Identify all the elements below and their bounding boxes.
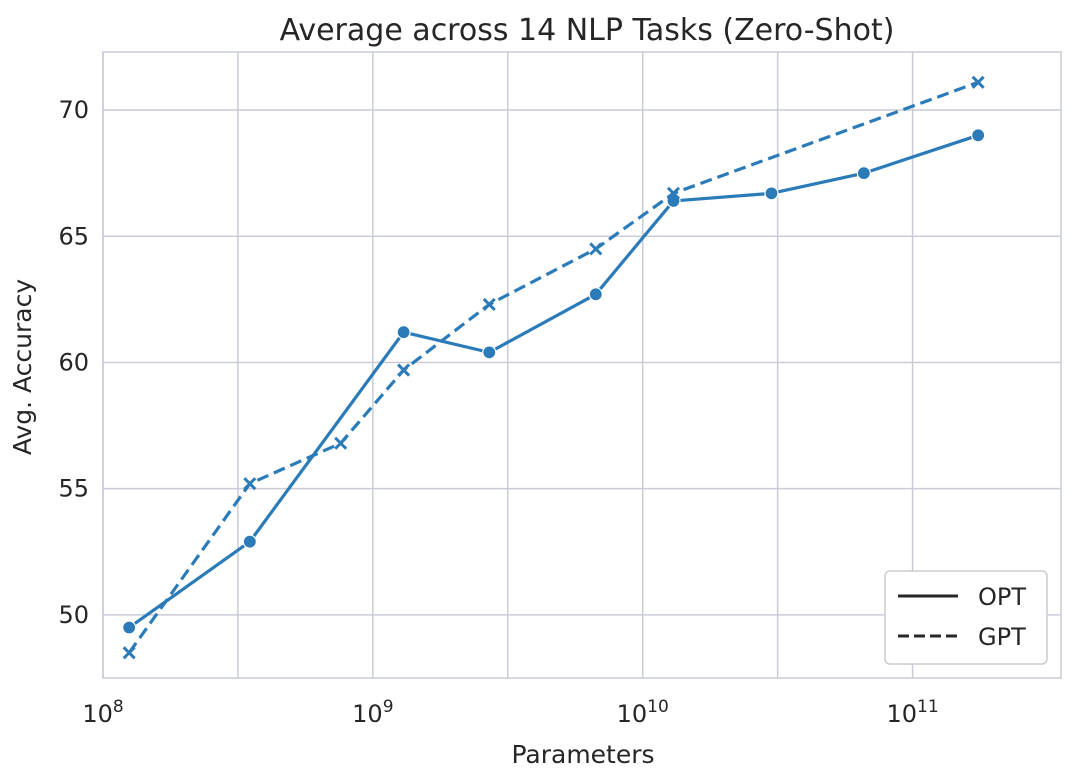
- y-axis-label: Avg. Accuracy: [8, 279, 37, 456]
- y-tick-label: 50: [58, 601, 89, 629]
- data-point-opt: [122, 620, 137, 635]
- y-tick-label: 70: [58, 96, 89, 124]
- x-tick-label: 1011: [886, 697, 938, 728]
- x-tick-label: 108: [82, 697, 123, 728]
- x-tick-label: 109: [352, 697, 393, 728]
- y-tick-label: 55: [58, 475, 89, 503]
- data-point-opt: [588, 287, 603, 302]
- legend-label-gpt: GPT: [978, 623, 1026, 651]
- x-tick-label: 1010: [617, 697, 669, 728]
- legend-box: [884, 570, 1048, 665]
- data-point-gpt: [482, 297, 496, 311]
- data-point-opt: [764, 186, 779, 201]
- legend: OPT GPT: [884, 570, 1048, 665]
- tick-labels: 50 55 60 65 70 108 109 1010 1011: [58, 96, 938, 728]
- data-point-opt: [242, 534, 257, 549]
- series: [122, 75, 986, 660]
- data-point-gpt: [971, 75, 985, 89]
- data-point-gpt: [589, 242, 603, 256]
- data-point-gpt: [122, 646, 136, 660]
- data-point-opt: [856, 166, 871, 181]
- plot-frame: [102, 51, 1062, 679]
- data-point-gpt: [243, 477, 257, 491]
- y-tick-label: 60: [58, 348, 89, 376]
- data-point-gpt: [334, 436, 348, 450]
- y-tick-label: 65: [58, 222, 89, 250]
- data-point-opt: [396, 325, 411, 340]
- data-point-opt: [971, 128, 986, 143]
- x-axis-label: Parameters: [511, 740, 654, 769]
- data-point-gpt: [666, 186, 681, 200]
- data-point-gpt: [397, 363, 411, 377]
- series-line-gpt: [127, 80, 979, 654]
- legend-label-opt: OPT: [978, 583, 1026, 611]
- chart-title: Average across 14 NLP Tasks (Zero-Shot): [280, 13, 895, 48]
- series-line-opt: [128, 133, 979, 629]
- data-point-opt: [482, 345, 497, 360]
